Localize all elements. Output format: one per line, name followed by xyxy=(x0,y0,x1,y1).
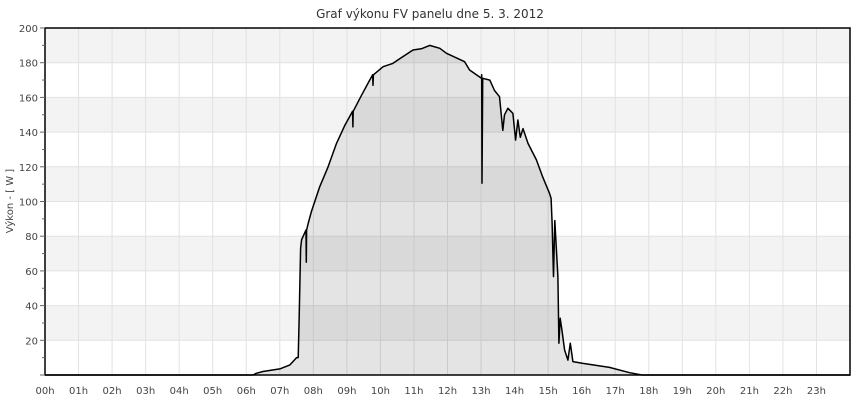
x-axis: 00h 01h 02h 03h 04h 05h 06h 07h 08h 09h 10h 11h 12h 1… xyxy=(35,386,826,397)
x-tick-label: 07h xyxy=(270,386,289,397)
x-tick-label: 13h xyxy=(472,386,491,397)
x-tick-label: 22h xyxy=(773,386,792,397)
x-tick-label: 23h xyxy=(807,386,826,397)
y-tick-label: 200 xyxy=(19,24,38,35)
y-tick-label: 160 xyxy=(19,93,38,104)
x-tick-label: 20h xyxy=(706,386,725,397)
power-area xyxy=(45,45,850,376)
x-tick-label: 21h xyxy=(740,386,759,397)
x-tick-label: 11h xyxy=(404,386,423,397)
y-tick-label: 140 xyxy=(19,128,38,139)
y-tick-label: 40 xyxy=(25,302,38,313)
y-tick-label: 120 xyxy=(19,163,38,174)
y-tick-label: 180 xyxy=(19,59,38,70)
y-tick-label: 100 xyxy=(19,198,38,209)
x-tick-label: 18h xyxy=(639,386,658,397)
x-tick-label: 12h xyxy=(438,386,457,397)
x-tick-label: 00h xyxy=(35,386,54,397)
power-line xyxy=(45,44,850,376)
y-axis-label: Výkon - [ W ] xyxy=(4,169,16,233)
x-tick-label: 06h xyxy=(237,386,256,397)
x-tick-label: 16h xyxy=(572,386,591,397)
y-tick-label: 20 xyxy=(25,336,38,347)
x-tick-label: 04h xyxy=(170,386,189,397)
y-tick-label: 80 xyxy=(25,232,38,243)
x-tick-label: 01h xyxy=(69,386,88,397)
x-tick-label: 10h xyxy=(371,386,390,397)
x-tick-label: 05h xyxy=(203,386,222,397)
x-tick-label: 09h xyxy=(337,386,356,397)
x-tick-label: 14h xyxy=(505,386,524,397)
x-tick-label: 19h xyxy=(673,386,692,397)
x-tick-label: 03h xyxy=(136,386,155,397)
chart-title: Graf výkonu FV panelu dne 5. 3. 2012 xyxy=(316,7,544,21)
x-tick-label: 08h xyxy=(304,386,323,397)
x-tick-label: 02h xyxy=(103,386,122,397)
x-tick-label: 15h xyxy=(539,386,558,397)
gridlines xyxy=(45,28,850,375)
y-axis: 20 40 60 80 100 120 140 160 180 200 xyxy=(19,24,45,376)
x-tick-label: 17h xyxy=(606,386,625,397)
y-tick-label: 60 xyxy=(25,267,38,278)
